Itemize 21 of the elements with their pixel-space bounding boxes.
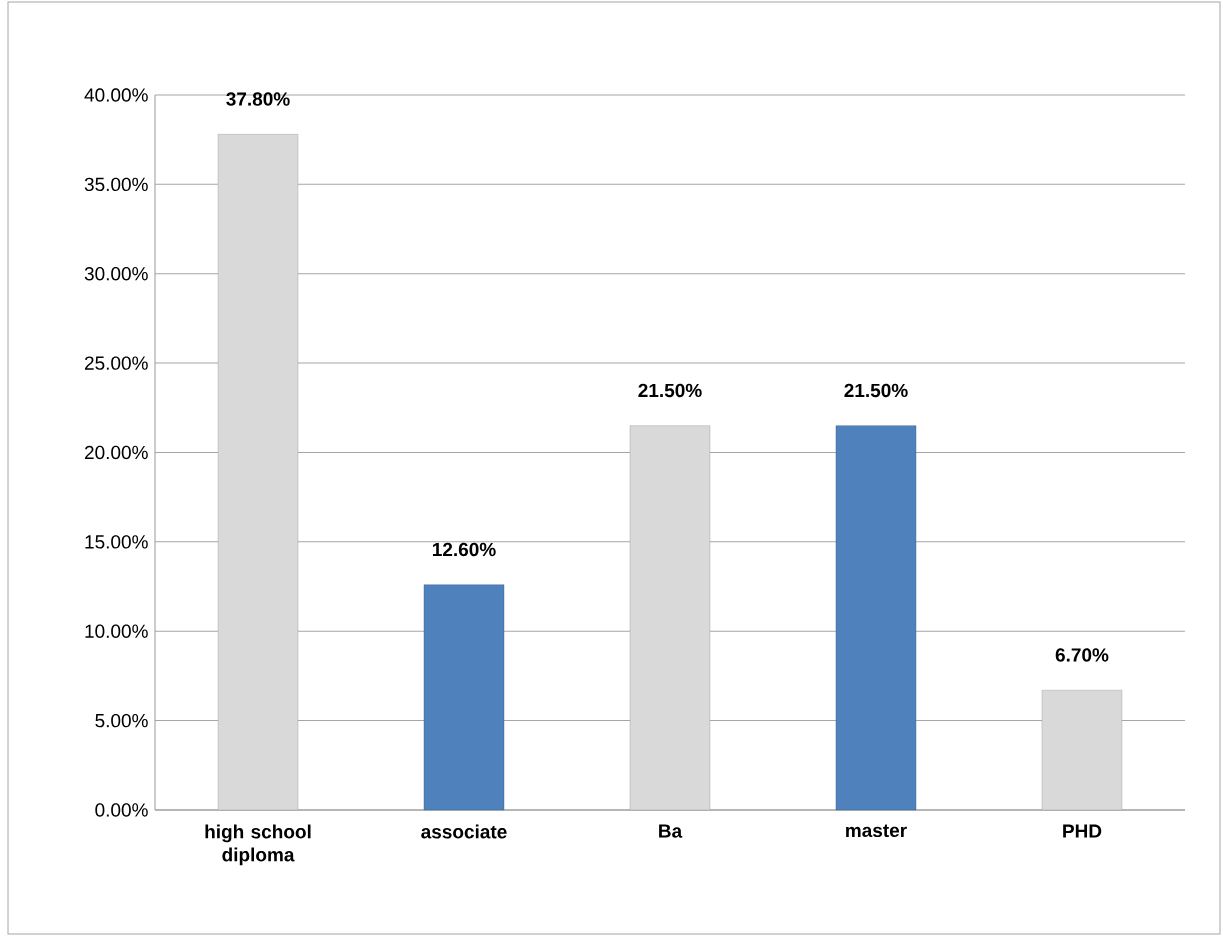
x-tick-label: associate (421, 824, 507, 839)
data-label: 21.50% (638, 383, 702, 398)
y-tick-label: 35.00% (84, 177, 148, 192)
x-tick-label: high school diploma (205, 824, 311, 866)
bar (423, 584, 505, 811)
y-tick-label: 30.00% (84, 267, 148, 281)
x-tick-label: Ba (659, 824, 683, 838)
y-tick-label: 40.00% (84, 88, 148, 102)
y-tick-label: 15.00% (85, 535, 148, 549)
data-label: 6.70% (1055, 648, 1109, 662)
bar (835, 425, 917, 811)
data-label: 37.80% (226, 92, 290, 106)
y-tick-label: 5.00% (95, 713, 148, 728)
data-label: 21.50% (844, 383, 908, 398)
y-tick-label: 0.00% (95, 803, 148, 817)
x-tick-label: master (846, 824, 907, 838)
y-tick-label: 20.00% (84, 445, 148, 460)
y-tick-label: 25.00% (84, 356, 148, 370)
data-label: 12.60% (432, 542, 496, 557)
y-tick-label: 10.00% (85, 624, 148, 638)
x-tick-label: PHD (1063, 824, 1102, 838)
